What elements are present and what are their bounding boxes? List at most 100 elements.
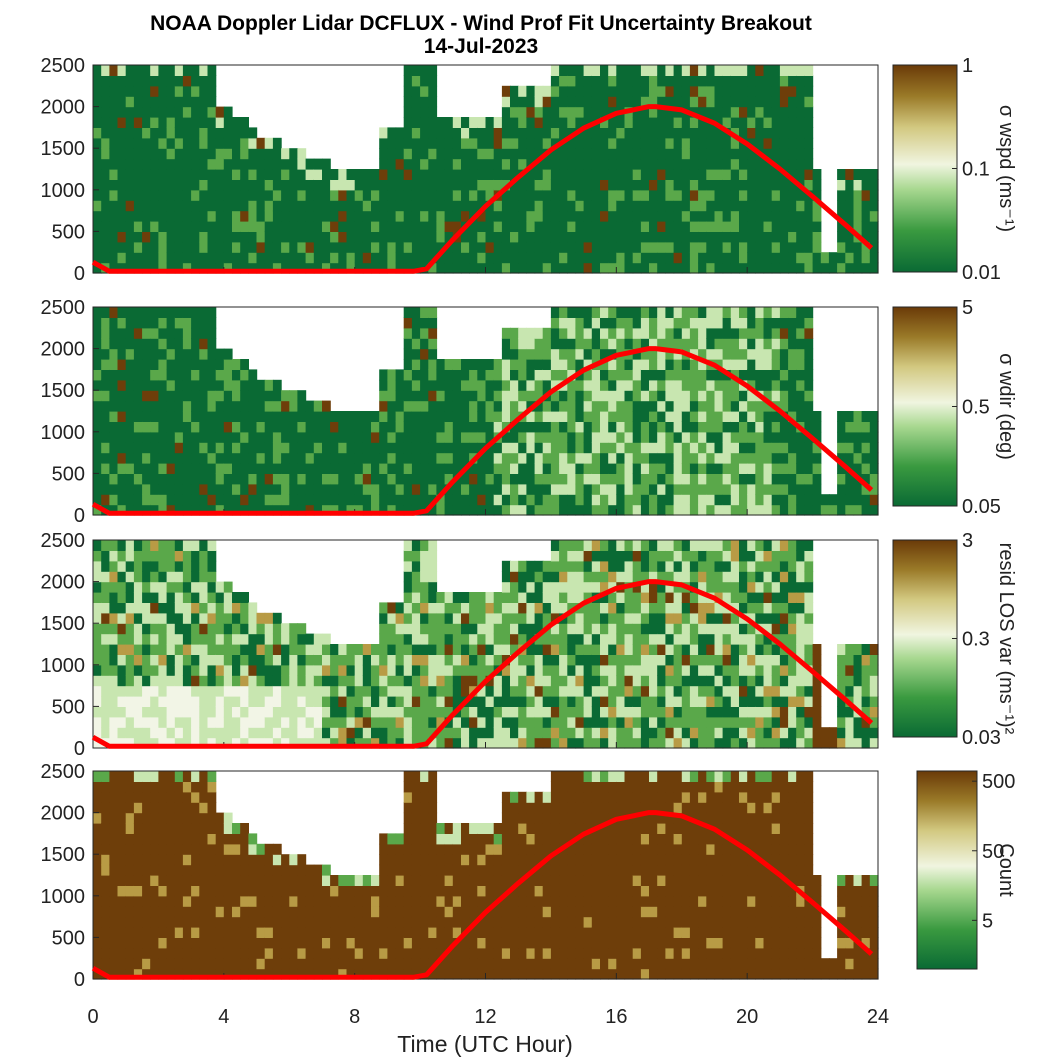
- heatmap-cell: [93, 504, 102, 516]
- heatmap-cell: [346, 452, 356, 464]
- heatmap-cell: [534, 483, 544, 495]
- heatmap-cell: [452, 654, 462, 666]
- heatmap-cell: [199, 390, 209, 402]
- heatmap-cell: [477, 431, 487, 443]
- heatmap-cell: [640, 411, 650, 422]
- heatmap-cell: [542, 664, 552, 676]
- heatmap-cell: [461, 592, 470, 603]
- heatmap-cell: [739, 716, 748, 728]
- heatmap-cell: [395, 369, 405, 381]
- heatmap-cell: [714, 654, 724, 666]
- heatmap-cell: [616, 550, 626, 562]
- heatmap-cell: [869, 696, 879, 707]
- heatmap-cell: [379, 483, 388, 495]
- heatmap-cell: [142, 221, 151, 232]
- heatmap-cell: [117, 675, 127, 687]
- heatmap-cell: [771, 231, 781, 243]
- heatmap-cell: [575, 540, 585, 551]
- heatmap-cell: [600, 137, 609, 149]
- heatmap-cell: [665, 421, 675, 433]
- heatmap-cell: [191, 221, 200, 232]
- heatmap-cell: [591, 106, 601, 118]
- heatmap-cell: [452, 483, 462, 495]
- heatmap-cell: [215, 602, 225, 614]
- heatmap-cell: [559, 241, 568, 253]
- heatmap-cell: [117, 158, 127, 170]
- heatmap-cell: [583, 65, 593, 76]
- heatmap-cell: [591, 654, 601, 666]
- heatmap-cell: [207, 612, 217, 624]
- heatmap-cell: [223, 592, 233, 603]
- heatmap-cell: [322, 442, 331, 454]
- heatmap-cell: [681, 169, 691, 180]
- heatmap-cell: [542, 473, 552, 485]
- heatmap-cell: [559, 696, 568, 707]
- heatmap-cell: [526, 379, 536, 391]
- heatmap-cell: [191, 148, 200, 160]
- heatmap-cell: [714, 431, 724, 443]
- heatmap-cell: [518, 727, 527, 739]
- heatmap-cell: [861, 504, 871, 516]
- heatmap-cell: [125, 685, 135, 697]
- heatmap-cell: [281, 675, 290, 687]
- heatmap-cell: [567, 379, 577, 391]
- heatmap-cell: [101, 854, 110, 866]
- heatmap-cell: [575, 65, 585, 76]
- heatmap-cell: [411, 179, 421, 191]
- heatmap-cell: [534, 685, 544, 697]
- heatmap-cell: [624, 262, 634, 274]
- heatmap-cell: [101, 473, 110, 485]
- heatmap-cell: [550, 148, 560, 160]
- heatmap-cell: [788, 106, 797, 118]
- heatmap-cell: [142, 137, 151, 149]
- heatmap-cell: [591, 189, 601, 201]
- heatmap-cell: [207, 127, 217, 139]
- heatmap-cell: [730, 550, 740, 562]
- heatmap-cell: [526, 473, 536, 485]
- heatmap-cell: [93, 179, 102, 191]
- heatmap-cell: [223, 369, 233, 381]
- heatmap-cell: [281, 179, 290, 191]
- heatmap-cell: [109, 550, 119, 562]
- heatmap-cell: [469, 602, 478, 614]
- heatmap-cell: [739, 623, 748, 635]
- heatmap-cell: [182, 727, 192, 739]
- heatmap-cell: [632, 327, 642, 339]
- heatmap-cell: [477, 400, 487, 412]
- heatmap-cell: [739, 581, 748, 593]
- heatmap-cell: [150, 85, 159, 97]
- heatmap-cell: [281, 189, 290, 201]
- heatmap-cell: [379, 431, 388, 443]
- heatmap-cell: [362, 706, 372, 718]
- heatmap-cell: [379, 221, 388, 232]
- heatmap-cell: [223, 169, 233, 180]
- heatmap-cell: [657, 369, 666, 381]
- heatmap-cell: [747, 483, 756, 495]
- heatmap-cell: [125, 483, 135, 495]
- heatmap-cell: [428, 359, 438, 370]
- heatmap-cell: [371, 473, 380, 485]
- heatmap-cell: [232, 602, 241, 614]
- heatmap-cell: [133, 644, 143, 655]
- heatmap-cell: [166, 664, 176, 676]
- heatmap-cell: [207, 675, 217, 687]
- heatmap-cell: [387, 158, 397, 170]
- heatmap-cell: [142, 96, 151, 108]
- heatmap-cell: [559, 411, 568, 422]
- heatmap-cell: [591, 338, 601, 350]
- heatmap-cell: [869, 494, 879, 506]
- heatmap-cell: [501, 359, 511, 370]
- heatmap-cell: [812, 706, 822, 718]
- heatmap-cell: [600, 221, 609, 232]
- heatmap-cell: [706, 327, 716, 339]
- heatmap-cell: [191, 463, 200, 474]
- colorbar-tick-label: 0.1: [962, 159, 990, 181]
- heatmap-cell: [763, 696, 773, 707]
- heatmap-cell: [428, 65, 438, 76]
- heatmap-cell: [542, 431, 552, 443]
- heatmap-cell: [771, 127, 781, 139]
- heatmap-cell: [804, 737, 814, 749]
- heatmap-cell: [526, 696, 536, 707]
- heatmap-cell: [812, 644, 822, 655]
- heatmap-cell: [608, 158, 617, 170]
